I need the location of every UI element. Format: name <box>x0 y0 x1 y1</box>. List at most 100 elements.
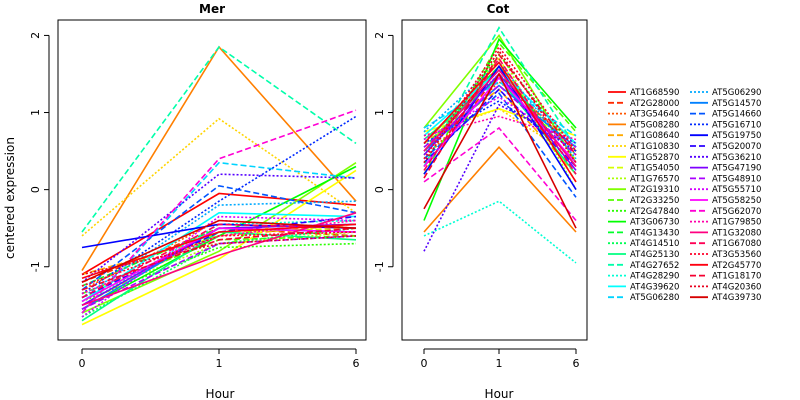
legend-label: AT5G14660 <box>712 110 761 120</box>
series-line-cot-at1g18170 <box>423 53 577 179</box>
legend-label: AT1G10830 <box>630 142 679 152</box>
legend-label: AT5G55710 <box>712 185 761 195</box>
y-axis-label: centered expression <box>3 137 17 259</box>
legend-label: AT5G19750 <box>712 131 761 141</box>
series-line-mer-at4g39620 <box>81 211 357 303</box>
series-line-mer-at5g20070 <box>81 215 357 299</box>
series-line-mer-at4g27652 <box>81 45 357 233</box>
series-line-mer-at4g20360 <box>81 235 357 276</box>
series-line-cot-at5g08280 <box>423 146 577 233</box>
legend-label: AT5G16710 <box>712 120 761 130</box>
legend-label: AT1G08640 <box>630 131 679 141</box>
plot-frame-cot <box>401 19 588 341</box>
legend-label: AT4G20360 <box>712 282 761 292</box>
series-line-mer-at5g48910 <box>81 235 357 310</box>
series-line-mer-at4g28290 <box>81 219 357 306</box>
legend-label: AT2G28000 <box>630 99 679 109</box>
panel-title-cot: Cot <box>487 2 510 16</box>
series-line-mer-at5g16710 <box>81 115 357 295</box>
legend-label: AT5G14570 <box>712 99 761 109</box>
panel-cot: Cot 0 1 6 -1 0 1 2 Hour <box>373 2 588 400</box>
series-line-mer-at1g10830 <box>81 117 357 237</box>
legend-label: AT5G06280 <box>630 293 679 303</box>
series-line-mer-at5g58250 <box>81 227 357 303</box>
series-line-cot-at5g14660 <box>423 92 577 198</box>
x-tick-label: 6 <box>573 357 580 370</box>
series-line-cot-at1g79850 <box>423 115 577 141</box>
axis-ticks-mer: 0 1 6 -1 0 1 2 <box>29 32 360 370</box>
y-tick-label: 2 <box>373 32 386 39</box>
series-line-cot-at4g39730 <box>423 72 577 229</box>
x-tick-label: 0 <box>79 357 86 370</box>
series-line-cot-at5g20070 <box>423 88 577 168</box>
series-line-cot-at4g28290 <box>423 200 577 264</box>
legend: AT1G68590AT2G28000AT3G54640AT5G08280AT1G… <box>608 88 761 303</box>
series-line-cot-at4g27652 <box>423 26 577 167</box>
plot-frame-mer <box>57 19 367 341</box>
x-tick-label: 1 <box>496 357 503 370</box>
series-line-mer-at5g36210 <box>81 173 357 283</box>
series-line-mer-at3g53560 <box>81 231 357 287</box>
legend-label: AT5G08280 <box>630 120 679 130</box>
legend-label: AT1G32080 <box>712 228 761 238</box>
series-line-cot-at2g45770 <box>423 61 577 183</box>
series-line-mer-at4g39730 <box>81 219 357 283</box>
series-line-mer-at1g18170 <box>81 227 357 291</box>
series-line-mer-at1g52870 <box>81 169 357 326</box>
y-tick-label: 0 <box>29 186 42 193</box>
legend-label: AT1G76570 <box>630 174 679 184</box>
legend-label: AT1G18170 <box>712 272 761 282</box>
legend-label: AT5G62070 <box>712 207 761 217</box>
series-lines-mer <box>81 45 357 326</box>
legend-label: AT2G45770 <box>712 261 761 271</box>
series-line-mer-at5g14660 <box>81 184 357 291</box>
series-line-mer-at2g47840 <box>81 242 357 303</box>
legend-label: AT1G52870 <box>630 153 679 163</box>
legend-label: AT1G79850 <box>712 218 761 228</box>
legend-label: AT4G14510 <box>630 239 679 249</box>
legend-label: AT2G33250 <box>630 196 679 206</box>
legend-label: AT5G47190 <box>712 164 761 174</box>
panel-mer: Mer 0 1 6 -1 0 1 2 Hour <box>29 2 367 400</box>
legend-label: AT4G39730 <box>712 293 761 303</box>
legend-label: AT1G68590 <box>630 88 679 98</box>
series-lines-cot <box>423 26 577 264</box>
legend-label: AT4G27652 <box>630 261 679 271</box>
series-line-cot-at2g33250 <box>423 41 577 175</box>
legend-label: AT2G47840 <box>630 207 679 217</box>
legend-label: AT5G48910 <box>712 174 761 184</box>
x-tick-label: 6 <box>353 357 360 370</box>
series-line-mer-at2g19310 <box>81 162 357 314</box>
axis-ticks-cot: 0 1 6 -1 0 1 2 <box>373 32 580 370</box>
series-line-mer-at4g14510 <box>81 227 357 318</box>
series-line-cot-at3g53560 <box>423 45 577 160</box>
y-tick-label: 2 <box>29 32 42 39</box>
legend-label: AT4G28290 <box>630 272 679 282</box>
legend-label: AT3G54640 <box>630 110 679 120</box>
y-tick-label: -1 <box>29 261 42 272</box>
y-tick-label: 1 <box>29 109 42 116</box>
legend-label: AT3G53560 <box>712 250 761 260</box>
series-line-mer-at2g45770 <box>81 223 357 280</box>
legend-label: AT5G20070 <box>712 142 761 152</box>
x-tick-label: 0 <box>421 357 428 370</box>
series-line-cot-at3g54640 <box>423 80 577 160</box>
x-axis-label-mer: Hour <box>206 387 235 400</box>
y-tick-label: -1 <box>373 261 386 272</box>
series-line-cot-at3g06730 <box>423 37 577 221</box>
legend-label: AT5G06290 <box>712 88 761 98</box>
legend-label: AT5G36210 <box>712 153 761 163</box>
series-line-cot-at5g48910 <box>423 84 577 156</box>
y-tick-label: 1 <box>373 109 386 116</box>
legend-label: AT4G13430 <box>630 228 679 238</box>
y-tick-label: 0 <box>373 186 386 193</box>
legend-label: AT1G54050 <box>630 164 679 174</box>
legend-label: AT2G19310 <box>630 185 679 195</box>
x-axis-label-cot: Hour <box>485 387 514 400</box>
legend-label: AT3G06730 <box>630 218 679 228</box>
series-line-mer-at5g06290 <box>81 200 357 299</box>
series-line-cot-at5g06280 <box>423 80 577 137</box>
series-line-cot-at4g20360 <box>423 49 577 164</box>
legend-label: AT4G25130 <box>630 250 679 260</box>
